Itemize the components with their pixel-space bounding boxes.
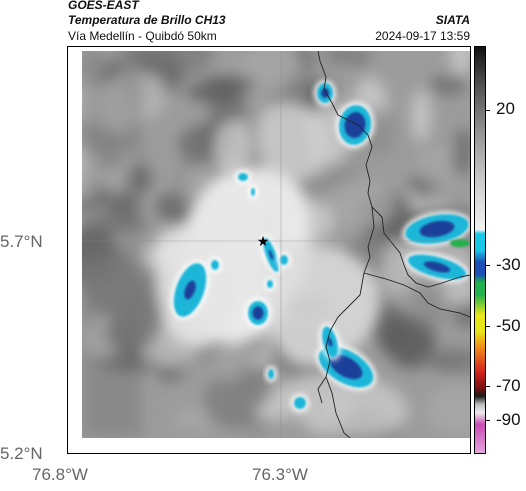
texture-blob xyxy=(216,331,246,383)
texture-blob xyxy=(380,242,416,295)
texture-blob xyxy=(325,51,347,67)
colorbar-label--30: -30 xyxy=(496,255,521,274)
product-title: Temperatura de Brillo CH13 xyxy=(68,13,226,27)
cloud-cold-region xyxy=(251,188,255,196)
lon-tick-76.3W: 76.3°W xyxy=(252,465,308,484)
colorbar-tick--30 xyxy=(486,265,490,266)
cloud-core xyxy=(419,220,455,238)
cold-cloud-cell xyxy=(260,235,282,275)
texture-blob xyxy=(411,89,432,143)
cloud-core xyxy=(423,261,451,273)
cloud-core xyxy=(344,112,366,138)
cold-cloud-cell xyxy=(170,260,210,320)
cold-cloud-cell xyxy=(335,102,375,148)
colorbar-label--70: -70 xyxy=(496,376,521,395)
cloud-cold-region xyxy=(280,255,288,265)
cold-cloud-cell xyxy=(245,298,271,328)
colorbar-tick--90 xyxy=(486,420,490,421)
lon-tick-76.8W: 76.8°W xyxy=(32,465,88,484)
cloud-core xyxy=(268,249,274,261)
cold-cloud-cell xyxy=(248,185,258,199)
cold-cloud-cell xyxy=(235,170,251,184)
cloud-cold-region xyxy=(268,369,274,379)
cold-cloud-cell xyxy=(404,251,470,283)
texture-blob xyxy=(170,51,214,75)
texture-blob xyxy=(428,75,468,96)
texture-blob xyxy=(445,278,470,306)
cloud-cold-region xyxy=(238,173,248,181)
texture-blob xyxy=(249,51,299,86)
texture-blob xyxy=(214,119,251,176)
texture-blob xyxy=(141,340,198,366)
cloud-cold-region xyxy=(294,397,306,409)
very-cold-core xyxy=(450,239,470,247)
temperature-colorbar xyxy=(474,46,486,454)
cold-cloud-cell xyxy=(277,252,291,268)
texture-blob xyxy=(378,319,434,362)
colorbar-tick-20 xyxy=(486,110,490,111)
colorbar-tick--50 xyxy=(486,326,490,327)
texture-blob xyxy=(186,79,242,104)
cold-cloud-cell xyxy=(265,366,277,382)
texture-blob xyxy=(203,374,260,429)
map-canvas: ★ xyxy=(68,47,470,453)
texture-blob xyxy=(452,128,470,179)
cloud-core xyxy=(252,306,264,320)
cloud-core xyxy=(329,354,363,380)
cold-cloud-cell xyxy=(291,394,309,412)
colorbar-label--90: -90 xyxy=(496,410,521,429)
cloud-cold-region xyxy=(211,260,219,270)
texture-blob xyxy=(422,347,470,374)
cloud-core xyxy=(327,337,333,347)
satellite-label: GOES-EAST xyxy=(68,0,139,12)
cloud-core xyxy=(184,280,196,300)
texture-blob xyxy=(329,180,395,229)
star-icon[interactable]: ★ xyxy=(257,234,270,250)
colorbar-tick--70 xyxy=(486,386,490,387)
cold-cloud-cell xyxy=(208,257,222,273)
timestamp-label: 2024-09-17 13:59 xyxy=(375,29,470,43)
light-cloud-band xyxy=(155,104,409,437)
texture-shadow xyxy=(82,51,142,438)
lat-tick-5.2N: 5.2°N xyxy=(0,444,43,463)
brightness-temperature-map[interactable]: ★ xyxy=(67,46,471,454)
texture-blob xyxy=(340,51,373,67)
agency-label: SIATA xyxy=(435,13,470,27)
colorbar-label-20: 20 xyxy=(496,99,515,118)
texture-blob xyxy=(425,385,470,435)
cold-cloud-cell xyxy=(264,277,276,291)
cold-cloud-cell xyxy=(319,323,341,361)
route-subtitle: Vía Medellín - Quibdó 50km xyxy=(68,29,217,43)
cloud-core xyxy=(321,88,329,98)
texture-blob xyxy=(449,51,470,75)
texture-blob xyxy=(178,124,226,166)
cloud-cold-region xyxy=(267,280,273,288)
cold-cloud-cell xyxy=(402,211,470,247)
colorbar-label--50: -50 xyxy=(496,316,521,335)
political-boundaries xyxy=(317,51,470,438)
lat-tick-5.7N: 5.7°N xyxy=(0,232,43,251)
